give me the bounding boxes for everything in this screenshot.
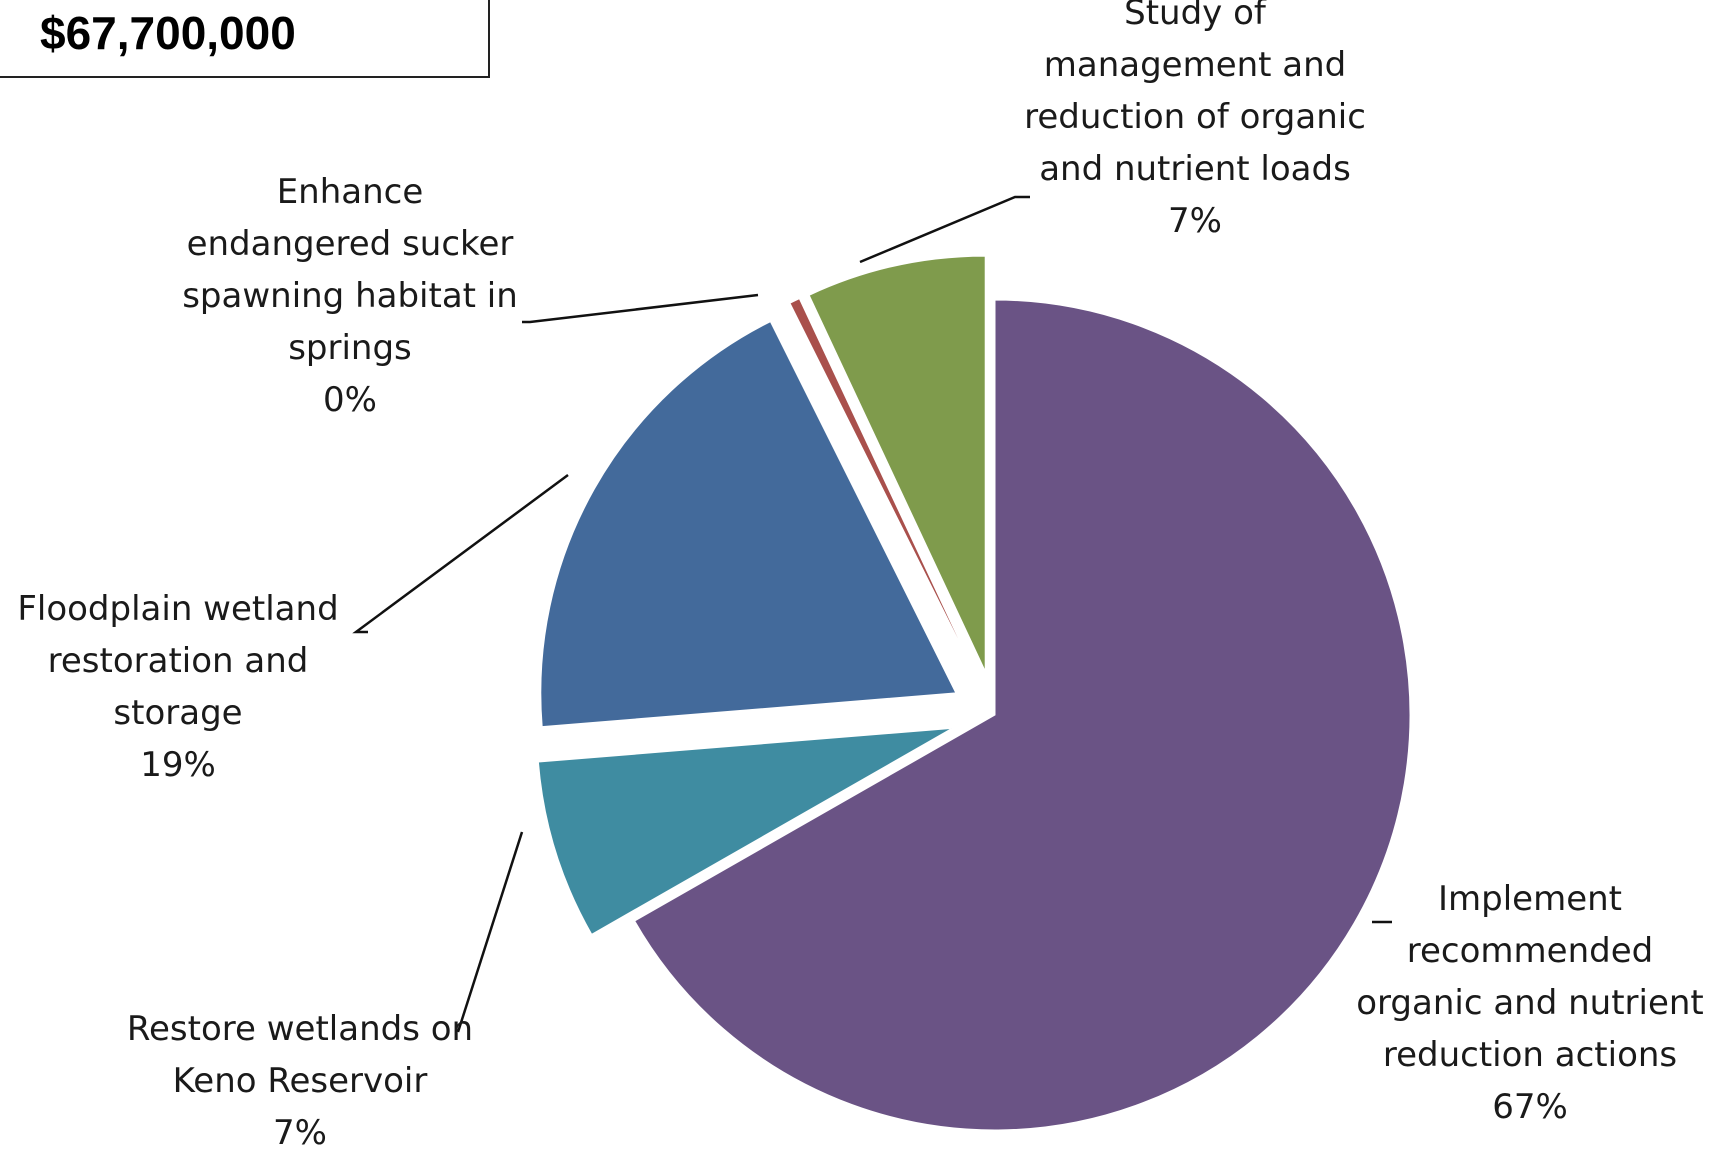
pie-slice-implement	[634, 299, 1411, 1131]
label-line: Restore wetlands on	[127, 1009, 473, 1049]
label-line: springs	[288, 328, 412, 368]
label-line: recommended	[1407, 931, 1653, 971]
label-line: endangered sucker	[187, 224, 514, 264]
data-label-floodplain-wetland: Floodplain wetland restoration and storage…	[17, 589, 338, 785]
leader-line-study-of	[859, 195, 1030, 264]
label-line: reduction of organic	[1024, 97, 1366, 137]
leader-line-floodplain-wetland	[352, 473, 569, 634]
leader-line-enhance	[522, 293, 759, 324]
pie-slice-enhance	[789, 298, 976, 675]
pie-slice-floodplain-wetland	[540, 320, 957, 728]
label-line: spawning habitat in	[182, 276, 518, 316]
label-line: Implement	[1438, 879, 1622, 919]
data-label-implement: Implement recommended organic and nutrient…	[1356, 879, 1704, 1127]
leader-lines	[352, 195, 1392, 1033]
data-label-restore-wetlands-on: Restore wetlands on Keno Reservoir 7%	[127, 1009, 473, 1153]
label-line: Keno Reservoir	[173, 1061, 428, 1101]
label-line: restoration and	[48, 641, 309, 681]
percent-label: 0%	[323, 380, 377, 420]
label-line: Study of	[1124, 0, 1267, 33]
label-line: Enhance	[277, 172, 424, 212]
data-label-enhance: Enhance endangered sucker spawning habitat…	[182, 172, 518, 420]
percent-label: 19%	[140, 745, 216, 785]
label-line: Floodplain wetland	[17, 589, 338, 629]
label-line: management and	[1044, 45, 1347, 85]
leader-line-restore-wetlands-on	[456, 831, 524, 1033]
total-amount-box: $67,700,000	[0, 0, 490, 78]
percent-label: 7%	[273, 1113, 327, 1153]
label-line: reduction actions	[1383, 1035, 1677, 1075]
data-label-study-of: Study of management and reduction of organ…	[1024, 0, 1366, 241]
percent-label: 67%	[1492, 1087, 1568, 1127]
pie-slice-restore-wetlands-on	[537, 727, 953, 935]
percent-label: 7%	[1168, 201, 1222, 241]
label-line: storage	[113, 693, 242, 733]
total-amount: $67,700,000	[40, 7, 296, 59]
slice-labels: Implement recommended organic and nutrient…	[17, 0, 1703, 1153]
pie-slices	[537, 255, 1411, 1131]
label-line: and nutrient loads	[1039, 149, 1351, 189]
pie-slice-study-of	[808, 255, 986, 672]
label-line: organic and nutrient	[1356, 983, 1704, 1023]
